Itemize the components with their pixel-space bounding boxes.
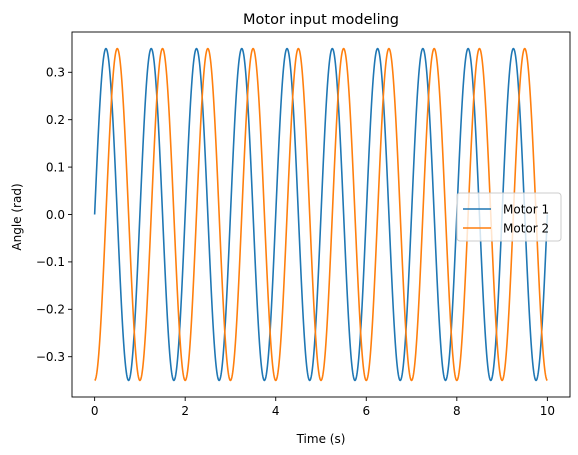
x-tick-label: 8 <box>453 404 461 418</box>
x-tick-label: 2 <box>181 404 189 418</box>
y-tick-label: 0.1 <box>46 160 65 174</box>
y-tick-label: 0.3 <box>46 66 65 80</box>
legend-label-motor-1: Motor 1 <box>503 203 549 217</box>
plot-area <box>93 47 549 382</box>
y-tick-label: 0.2 <box>46 113 65 127</box>
x-tick-label: 0 <box>91 404 99 418</box>
legend-label-motor-2: Motor 2 <box>503 222 549 236</box>
legend-frame <box>456 192 562 242</box>
x-tick-label: 6 <box>362 404 370 418</box>
legend: Motor 1 Motor 2 <box>456 192 562 242</box>
series-line-1 <box>93 47 549 382</box>
y-tick-label: −0.1 <box>36 255 65 269</box>
y-tick-label: −0.3 <box>36 350 65 364</box>
chart-title: Motor input modeling <box>243 12 399 28</box>
axes: 0 2 4 6 8 10 −0.3 −0.2 −0.1 0.0 0.1 0.2 0.3 <box>36 31 571 418</box>
y-tick-label: −0.2 <box>36 303 65 317</box>
x-tick-label: 4 <box>272 404 280 418</box>
y-tick-label: 0.0 <box>46 208 65 222</box>
x-tick-label: 10 <box>540 404 555 418</box>
x-axis-label: Time (s) <box>296 432 346 446</box>
y-axis-label: Angle (rad) <box>10 183 24 250</box>
series-line-2 <box>94 47 548 382</box>
